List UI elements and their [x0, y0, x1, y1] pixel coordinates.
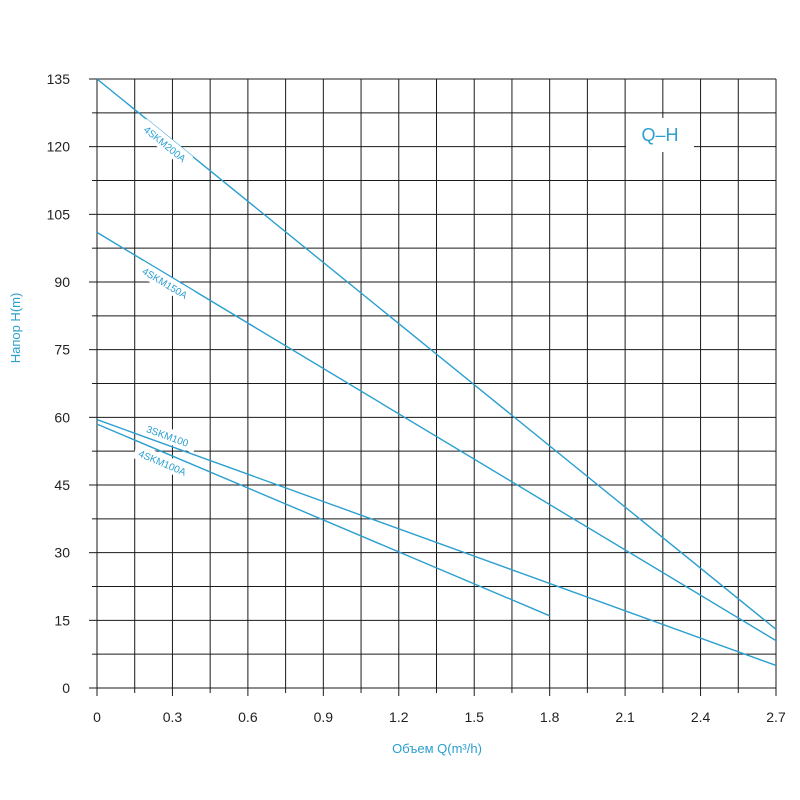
x-tick-label: 2.4 [691, 709, 711, 725]
x-tick-label: 0.9 [314, 709, 334, 725]
series-label-bg [137, 118, 194, 169]
y-tick-label: 60 [54, 409, 70, 425]
y-tick-label: 45 [54, 477, 70, 493]
y-tick-label: 75 [54, 342, 70, 358]
grid [89, 78, 777, 696]
series-label-4skm150a: 4SKM150A [135, 260, 195, 305]
y-tick-label: 135 [47, 71, 71, 87]
title-badge: Q–H [626, 118, 694, 152]
series-label-bg [136, 418, 199, 453]
y-tick-label: 0 [62, 680, 70, 696]
x-tick-label: 0 [93, 709, 101, 725]
y-tick-label: 120 [47, 139, 71, 155]
series-label-4skm200a: 4SKM200A [137, 118, 194, 169]
tick-labels: 0 0.3 0.6 0.9 1.2 1.5 1.8 2.1 2.4 2.7 0 15 30 45 60 75 9… [47, 71, 786, 725]
x-tick-label: 1.2 [389, 709, 409, 725]
series-lines [96, 78, 777, 667]
series-line-4skm200a [96, 78, 777, 630]
y-tick-label: 105 [47, 206, 71, 222]
series-label-bg [135, 260, 195, 305]
series-label-bg [132, 443, 194, 481]
x-tick-label: 2.1 [615, 709, 635, 725]
y-tick-label: 15 [54, 612, 70, 628]
x-tick-label: 2.7 [766, 709, 786, 725]
series-line-3skm100 [96, 418, 777, 667]
x-tick-label: 0.6 [238, 709, 258, 725]
series-line-4skm150a [96, 231, 777, 642]
y-tick-label: 90 [54, 274, 70, 290]
x-tick-label: 1.5 [464, 709, 484, 725]
series-line-4skm100a [96, 423, 550, 617]
y-tick-label: 30 [54, 545, 70, 561]
x-tick-label: 1.8 [540, 709, 560, 725]
x-axis-label: Объем Q(m³/h) [392, 741, 482, 756]
x-tick-label: 0.3 [163, 709, 183, 725]
chart-title: Q–H [641, 125, 678, 145]
series-label-text: 4SKM200A [141, 125, 187, 166]
y-axis-label: Напор H(m) [8, 293, 23, 364]
